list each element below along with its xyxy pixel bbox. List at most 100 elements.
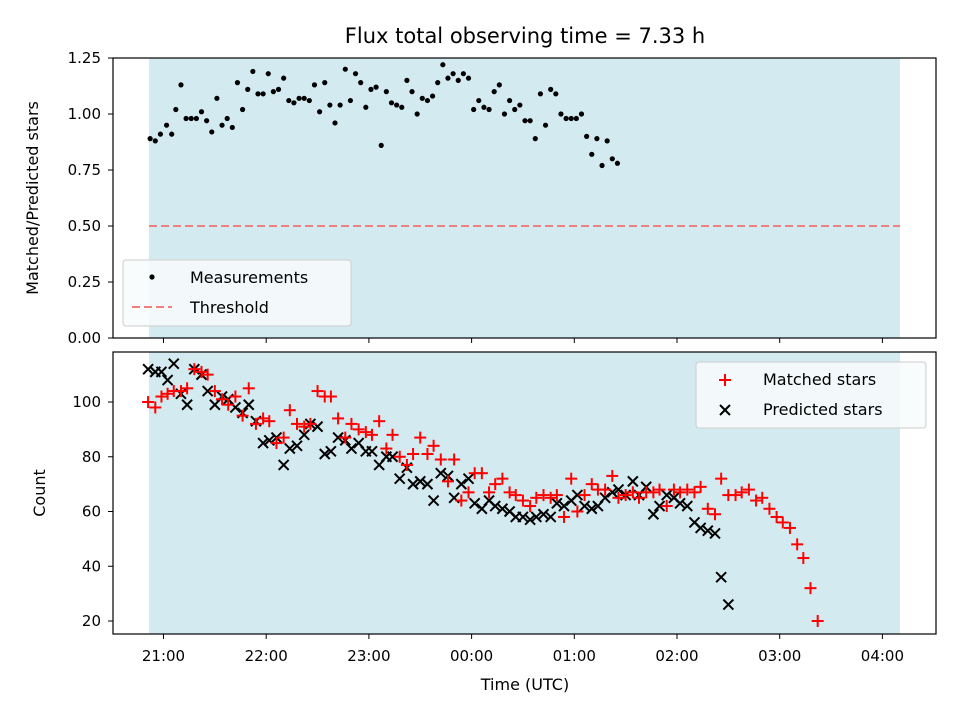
matched-star-point <box>660 500 673 513</box>
matched-star-point <box>619 489 632 502</box>
matched-star-point <box>756 491 769 504</box>
matched-star-point <box>524 500 537 513</box>
measurement-point <box>224 115 230 122</box>
matched-star-point <box>142 396 155 408</box>
matched-star-point <box>242 382 255 395</box>
matched-star-point <box>606 469 619 482</box>
matched-star-point <box>257 412 270 425</box>
predicted-star-point <box>551 497 563 509</box>
predicted-star-point <box>694 522 707 534</box>
matched-star-point <box>155 390 168 403</box>
predicted-star-point <box>298 429 310 441</box>
bottom-y-tick-label: 20 <box>82 612 101 630</box>
bottom-y-tick-label: 60 <box>82 503 101 521</box>
matched-star-point <box>201 368 214 381</box>
predicted-star-point <box>181 399 193 411</box>
measurement-point <box>183 115 189 122</box>
measurement-point <box>614 160 621 166</box>
predicted-star-point <box>455 478 468 490</box>
predicted-star-point <box>168 357 180 370</box>
top-y-tick-label: 1.25 <box>68 49 101 67</box>
measurement-point <box>589 151 595 157</box>
top-y-ticks: 0.00 0.25 0.50 0.75 1.00 1.25 <box>68 49 113 347</box>
predicted-star-point <box>702 524 714 537</box>
predicted-star-point <box>661 489 673 501</box>
measurement-point <box>152 138 158 144</box>
matched-star-point <box>249 417 262 430</box>
matched-star-point <box>359 426 372 439</box>
matched-star-point <box>414 431 427 444</box>
predicted-star-point <box>161 374 174 386</box>
top-y-tick-label: 0.25 <box>68 273 101 291</box>
measurement-point <box>558 111 564 117</box>
measurement-point <box>609 156 615 162</box>
legend-measurements-marker <box>149 274 155 280</box>
measurement-point <box>214 95 220 101</box>
measurement-point <box>342 66 348 72</box>
matched-star-point <box>797 552 810 565</box>
measurement-point <box>163 122 170 128</box>
matched-star-point <box>763 502 776 515</box>
predicted-star-point <box>674 497 686 509</box>
measurement-point <box>275 86 282 92</box>
bottom-x-axis-label: Time (UTC) <box>480 675 569 694</box>
matched-star-point <box>441 475 454 488</box>
matched-star-point <box>324 390 337 403</box>
predicted-star-point <box>414 475 426 488</box>
matched-star-point <box>544 491 557 504</box>
measurement-point <box>229 124 235 131</box>
top-y-tick-label: 0.75 <box>68 161 101 179</box>
predicted-stars-points <box>142 357 735 611</box>
measurement-point <box>358 80 364 86</box>
matched-star-point <box>229 390 242 403</box>
top-y-axis-label: Matched/Predicted stars <box>23 101 42 295</box>
measurement-point <box>311 82 318 88</box>
measurement-point <box>337 102 343 108</box>
matched-star-point <box>811 615 824 627</box>
predicted-star-point <box>325 445 337 457</box>
measurement-point <box>270 89 276 95</box>
measurement-point <box>281 75 287 81</box>
matched-star-point <box>804 582 817 595</box>
matched-star-point <box>688 486 701 499</box>
matched-stars-points <box>142 363 824 627</box>
measurement-point <box>296 95 302 101</box>
measurement-point <box>424 97 431 104</box>
predicted-star-point <box>537 508 550 520</box>
top-legend-box <box>122 259 352 327</box>
matched-star-point <box>188 363 201 376</box>
predicted-star-point <box>544 511 557 523</box>
predicted-star-point <box>578 500 591 512</box>
predicted-star-point <box>427 494 440 507</box>
measurement-point <box>250 68 256 75</box>
matched-star-point <box>161 387 174 400</box>
measurement-point <box>584 133 590 139</box>
matched-star-point <box>434 453 447 466</box>
predicted-star-point <box>284 442 296 455</box>
predicted-star-point <box>653 500 666 512</box>
predicted-star-point <box>366 445 378 457</box>
measurement-point <box>378 142 384 148</box>
matched-star-point <box>222 398 235 411</box>
top-panel: 0.00 0.25 0.50 0.75 1.00 1.25 Matched/Predict… <box>23 49 937 347</box>
bottom-x-tick-label: 23:00 <box>347 647 390 665</box>
matched-star-point <box>550 489 563 502</box>
matched-star-point <box>626 486 639 499</box>
measurement-point <box>542 122 549 128</box>
matched-star-point <box>332 412 345 425</box>
bottom-x-tick-label: 03:00 <box>758 647 801 665</box>
matched-star-point <box>208 385 221 398</box>
top-x-ticks <box>163 338 883 343</box>
measurement-point <box>188 115 194 122</box>
matched-star-point <box>694 480 707 493</box>
matched-star-point <box>701 502 714 515</box>
matched-star-point <box>750 494 763 507</box>
measurement-point <box>517 102 523 108</box>
measurement-point <box>322 80 328 86</box>
predicted-star-point <box>558 500 570 512</box>
matched-star-point <box>681 483 694 496</box>
matched-star-point <box>674 486 687 499</box>
matched-star-point <box>283 404 296 417</box>
measurement-point <box>383 89 389 95</box>
measurement-point <box>352 71 359 77</box>
